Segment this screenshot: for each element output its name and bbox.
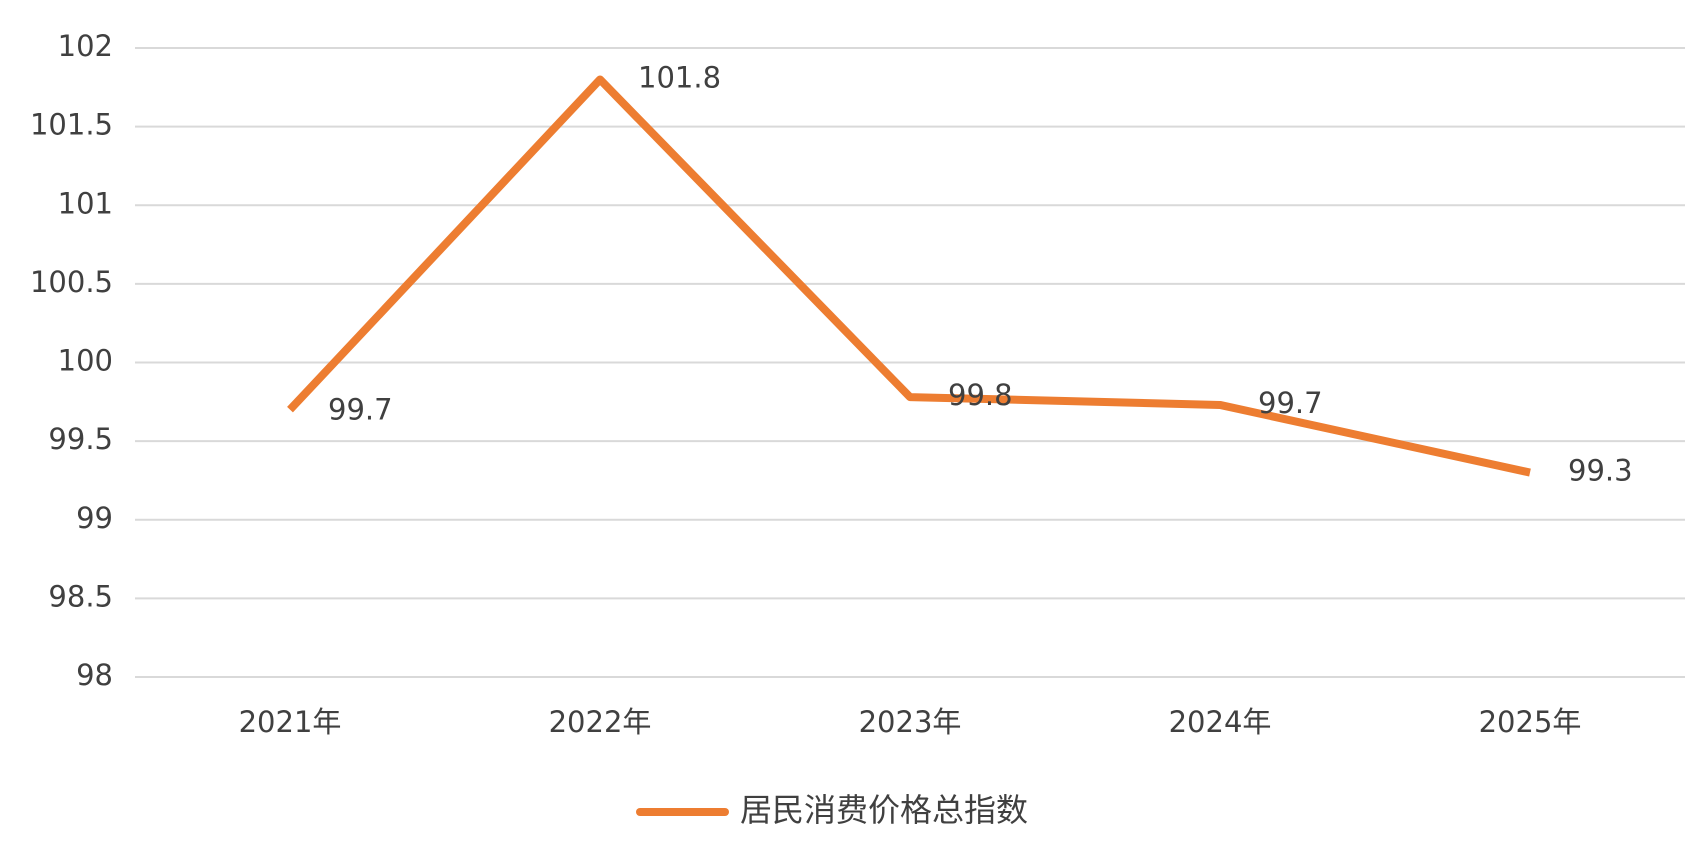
x-tick-label: 2024年 — [1169, 705, 1272, 739]
y-tick-label: 100 — [58, 344, 113, 378]
y-tick-label: 98.5 — [48, 579, 113, 613]
y-tick-label: 98 — [76, 658, 113, 692]
x-tick-label: 2023年 — [859, 705, 962, 739]
data-label: 101.8 — [638, 60, 721, 94]
x-tick-label: 2021年 — [239, 705, 342, 739]
data-label: 99.7 — [328, 393, 393, 427]
data-label: 99.8 — [948, 378, 1013, 412]
data-label: 99.3 — [1568, 454, 1633, 488]
y-tick-label: 101.5 — [30, 108, 113, 142]
y-tick-label: 101 — [58, 186, 113, 220]
x-tick-label: 2022年 — [549, 705, 652, 739]
y-tick-label: 100.5 — [30, 265, 113, 299]
data-line — [287, 75, 1531, 477]
data-label: 99.7 — [1258, 386, 1323, 420]
legend-label: 居民消费价格总指数 — [740, 791, 1028, 829]
y-tick-label: 99.5 — [48, 422, 113, 456]
x-tick-label: 2025年 — [1479, 705, 1582, 739]
y-tick-label: 102 — [58, 29, 113, 63]
y-tick-label: 99 — [76, 501, 113, 535]
